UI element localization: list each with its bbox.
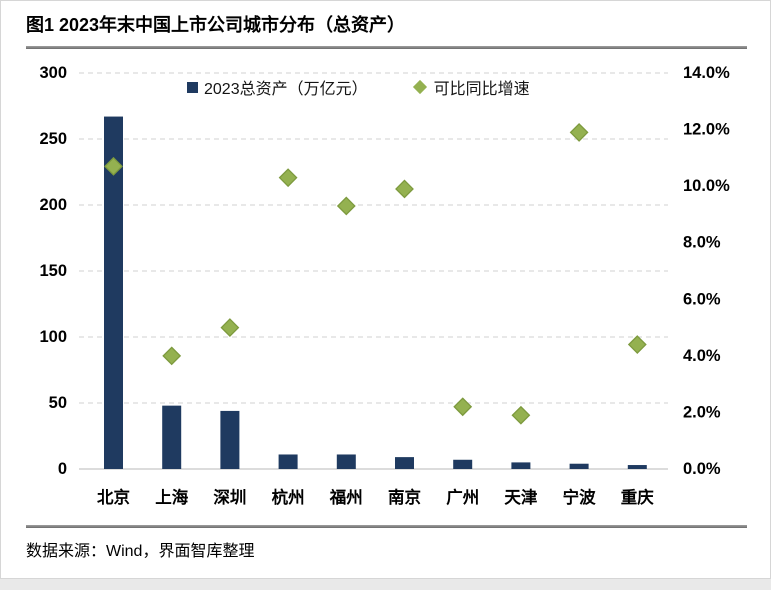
right-axis-tick: 2.0% bbox=[683, 403, 721, 421]
legend: 2023总资产（万亿元） 可比同比增速 bbox=[187, 75, 530, 99]
category-label: 北京 bbox=[97, 487, 130, 507]
diamond-marker bbox=[162, 346, 182, 366]
category-label: 南京 bbox=[388, 487, 421, 507]
category-label: 重庆 bbox=[621, 487, 655, 507]
diamond-marker bbox=[104, 156, 123, 176]
bar bbox=[569, 463, 589, 469]
left-axis-tick: 100 bbox=[39, 328, 67, 346]
category-label: 天津 bbox=[504, 487, 538, 507]
right-axis-tick: 10.0% bbox=[683, 177, 730, 195]
marker-series-swatch bbox=[412, 79, 427, 95]
left-axis-tick: 150 bbox=[39, 262, 67, 280]
diamond-marker bbox=[627, 335, 647, 354]
marker-series-label: 可比同比增速 bbox=[433, 81, 530, 98]
bar bbox=[511, 462, 531, 469]
left-axis-tick: 200 bbox=[39, 196, 67, 214]
data-source: 数据来源：Wind，界面智库整理 bbox=[26, 543, 255, 560]
category-label: 深圳 bbox=[213, 487, 246, 507]
diamond-marker bbox=[511, 405, 531, 425]
title-divider bbox=[26, 46, 747, 49]
right-axis-tick: 6.0% bbox=[683, 290, 721, 308]
left-axis-tick: 300 bbox=[39, 64, 67, 82]
right-axis-tick: 4.0% bbox=[683, 347, 721, 365]
diamond-marker bbox=[220, 318, 240, 337]
chart-title: 图1 2023年末中国上市公司城市分布（总资产） bbox=[26, 15, 406, 35]
diamond-marker bbox=[278, 168, 298, 188]
left-axis-tick: 50 bbox=[49, 394, 67, 412]
diamond-marker bbox=[336, 196, 356, 216]
category-label: 广州 bbox=[446, 487, 479, 507]
bar-series-swatch bbox=[187, 81, 198, 93]
bar bbox=[278, 454, 298, 469]
bar bbox=[627, 465, 647, 469]
left-axis-tick: 0 bbox=[58, 460, 67, 478]
diamond-marker bbox=[453, 397, 473, 417]
diamond-marker bbox=[569, 122, 589, 142]
category-label: 福州 bbox=[329, 487, 363, 507]
right-axis-tick: 14.0% bbox=[683, 64, 730, 82]
bar-series-label: 2023总资产（万亿元） bbox=[204, 81, 368, 98]
category-label: 宁波 bbox=[563, 487, 597, 507]
right-axis-tick: 8.0% bbox=[683, 234, 721, 252]
bar bbox=[336, 454, 356, 469]
right-axis-tick: 0.0% bbox=[683, 460, 721, 478]
bar bbox=[453, 459, 473, 469]
diamond-marker bbox=[395, 179, 414, 199]
bar bbox=[395, 457, 414, 469]
category-label: 杭州 bbox=[272, 487, 305, 507]
footer-divider bbox=[26, 525, 747, 528]
bar bbox=[162, 405, 182, 469]
left-axis-tick: 250 bbox=[39, 130, 67, 148]
category-label: 上海 bbox=[155, 487, 189, 507]
bar bbox=[220, 410, 240, 469]
bar bbox=[104, 116, 123, 469]
right-axis-tick: 12.0% bbox=[683, 121, 730, 139]
